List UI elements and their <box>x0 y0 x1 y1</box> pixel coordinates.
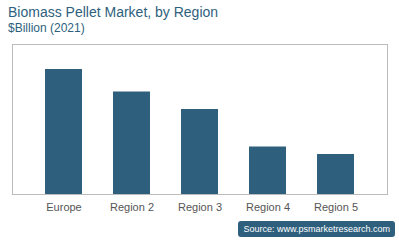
html-text:Biomass Pellet Market, by Regi: Biomass Pellet Market, by Region <box>8 4 219 20</box>
html-text:Source: www.psmarketresearch.c: Source: www.psmarketresearch.com <box>243 224 390 234</box>
svg-text:Europe: Europe <box>46 201 81 213</box>
svg-text:Region 2: Region 2 <box>110 201 154 213</box>
svg-text:Region 5: Region 5 <box>314 201 358 213</box>
html-text:$Billion (2021): $Billion (2021) <box>8 21 85 35</box>
svg-text:Region 3: Region 3 <box>178 201 222 213</box>
svg-text:Region 4: Region 4 <box>246 201 290 213</box>
